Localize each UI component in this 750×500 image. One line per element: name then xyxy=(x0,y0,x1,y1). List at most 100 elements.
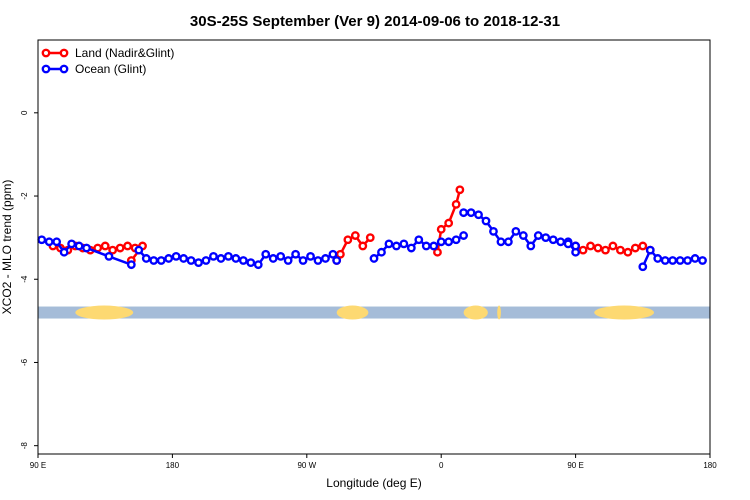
data-point xyxy=(459,231,468,240)
data-point xyxy=(518,231,528,240)
data-point xyxy=(481,216,491,226)
data-point xyxy=(343,235,353,245)
data-point xyxy=(444,218,454,228)
data-point xyxy=(149,256,159,265)
y-axis: 0 -2 -4 -6 -8 xyxy=(20,110,38,449)
data-point xyxy=(126,260,136,270)
data-point xyxy=(123,241,133,251)
land-ocean-strip xyxy=(38,305,710,320)
data-point xyxy=(115,243,125,253)
data-point xyxy=(209,251,218,261)
data-point xyxy=(164,254,174,263)
data-point xyxy=(369,254,379,263)
data-point xyxy=(429,241,439,251)
data-point xyxy=(414,235,424,245)
y-axis-label: XCO2 - MLO trend (ppm) xyxy=(0,180,14,315)
data-point xyxy=(616,245,625,255)
chart-title: 30S-25S September (Ver 9) 2014-09-06 to … xyxy=(190,13,560,30)
data-point xyxy=(556,237,566,247)
data-point xyxy=(171,251,181,261)
data-point xyxy=(283,256,293,265)
data-point xyxy=(444,237,454,247)
land-mass xyxy=(463,305,488,320)
data-point xyxy=(332,256,342,265)
legend-label: Land (Nadir&Glint) xyxy=(75,46,174,60)
legend-marker xyxy=(41,48,51,58)
data-point xyxy=(601,245,610,255)
legend-label: Ocean (Glint) xyxy=(75,62,146,76)
data-point xyxy=(156,256,166,265)
x-tick-label: 0 xyxy=(439,461,444,470)
data-point xyxy=(436,237,446,247)
data-point xyxy=(104,251,114,261)
data-point xyxy=(231,254,241,263)
data-point xyxy=(321,254,330,263)
data-point xyxy=(571,241,580,251)
legend-item-ocean: Ocean (Glint) xyxy=(41,62,146,76)
data-point xyxy=(238,256,248,265)
data-point xyxy=(526,241,536,251)
ocean-strip xyxy=(38,306,710,319)
data-point xyxy=(328,249,338,259)
data-point xyxy=(496,237,506,247)
data-point xyxy=(261,249,271,259)
data-point xyxy=(365,233,375,243)
data-point xyxy=(186,256,196,265)
data-point xyxy=(623,247,633,257)
data-point xyxy=(489,226,498,236)
data-point xyxy=(675,256,685,265)
data-point xyxy=(668,256,678,265)
series-ocean xyxy=(37,208,707,272)
data-point xyxy=(298,256,308,265)
data-point xyxy=(533,231,543,240)
data-point xyxy=(253,260,263,270)
data-point xyxy=(593,243,603,253)
data-point xyxy=(399,239,409,249)
data-point xyxy=(548,235,558,245)
data-point xyxy=(246,258,256,268)
data-point xyxy=(108,245,118,255)
data-point xyxy=(698,256,707,265)
data-point xyxy=(586,241,595,251)
data-point xyxy=(268,254,278,263)
data-point xyxy=(391,241,401,251)
data-point xyxy=(436,224,446,234)
data-point xyxy=(291,249,300,259)
legend-item-land: Land (Nadir&Glint) xyxy=(41,46,174,60)
data-point xyxy=(541,233,551,243)
data-point xyxy=(653,254,663,263)
data-point xyxy=(44,237,54,247)
data-point xyxy=(141,254,151,263)
land-mass xyxy=(594,305,655,320)
plot-frame xyxy=(37,39,711,455)
x-tick-label: 180 xyxy=(166,461,180,470)
x-axis: 90 E 180 90 W 0 90 E 180 xyxy=(30,454,717,470)
data-point xyxy=(608,241,618,251)
x-tick-label: 90 E xyxy=(30,461,46,470)
x-tick-label: 90 E xyxy=(567,461,583,470)
data-point xyxy=(306,251,315,261)
data-point xyxy=(638,241,648,251)
data-point xyxy=(645,245,655,255)
data-point xyxy=(638,262,648,272)
data-point xyxy=(451,235,461,245)
data-point xyxy=(377,247,386,257)
data-point xyxy=(451,199,461,209)
data-point xyxy=(216,254,226,263)
data-point xyxy=(201,256,211,265)
data-point xyxy=(276,251,286,261)
data-point xyxy=(134,245,144,255)
data-point xyxy=(67,239,77,249)
data-point xyxy=(313,256,323,265)
data-point xyxy=(683,256,692,265)
legend-marker xyxy=(59,64,69,74)
data-point xyxy=(82,243,91,253)
data-point xyxy=(350,231,360,240)
data-point xyxy=(474,210,483,220)
data-point xyxy=(37,235,47,245)
data-point xyxy=(194,258,203,268)
series-layer xyxy=(37,185,707,272)
data-point xyxy=(384,239,394,249)
data-point xyxy=(455,185,465,195)
